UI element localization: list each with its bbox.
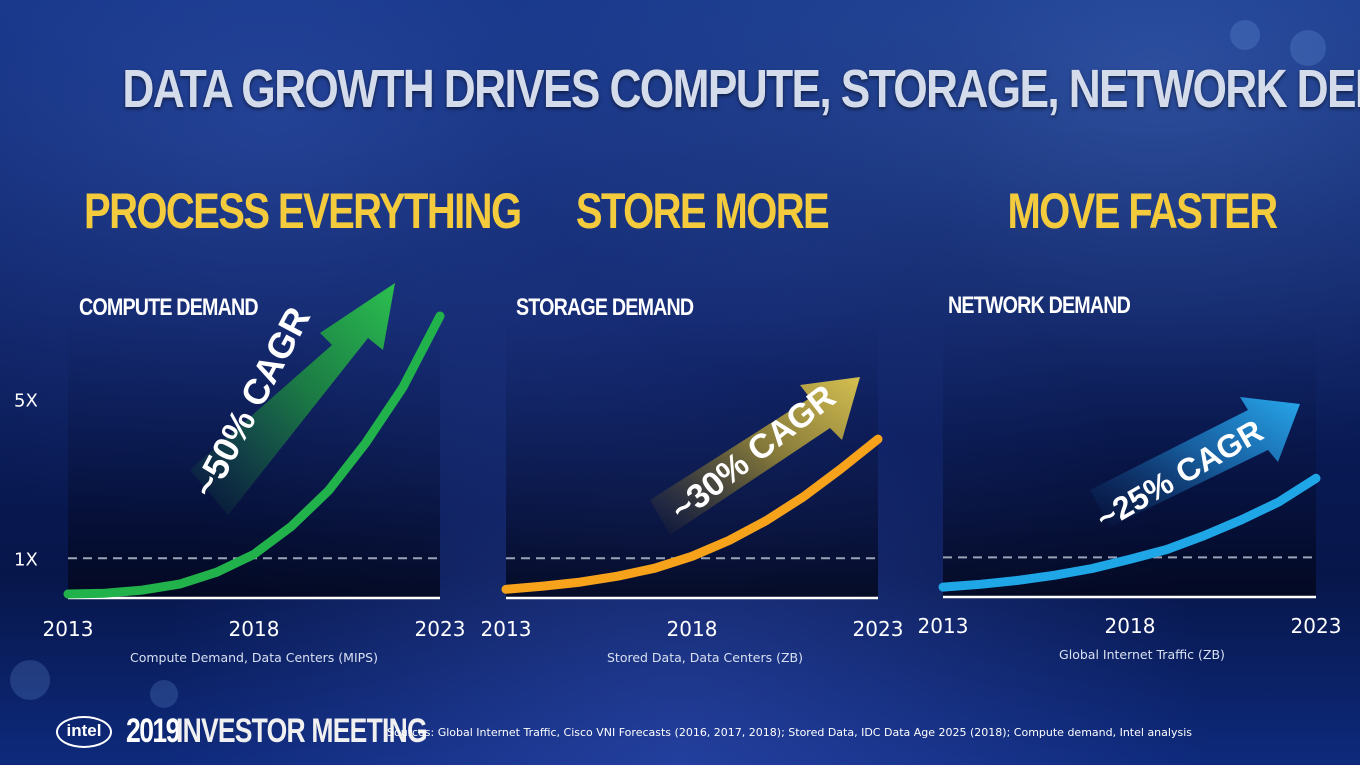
compute-caption: Compute Demand, Data Centers (MIPS) bbox=[130, 650, 378, 665]
bokeh-light bbox=[10, 660, 50, 700]
storage-x-tick-2018: 2018 bbox=[667, 617, 718, 641]
sources-note: Sources: Global Internet Traffic, Cisco … bbox=[387, 726, 1192, 739]
intel-logo: intel bbox=[56, 716, 112, 748]
network-caption: Global Internet Traffic (ZB) bbox=[1059, 647, 1225, 662]
event-year: 2019 bbox=[126, 712, 180, 750]
compute-cagr-arrow bbox=[190, 283, 395, 515]
compute-x-tick-2013: 2013 bbox=[43, 617, 94, 641]
storage-cagr-arrow bbox=[650, 377, 860, 535]
compute-y-tick-5X: 5X bbox=[14, 390, 38, 411]
network-cagr-arrow bbox=[1090, 397, 1300, 527]
compute-y-tick-1X: 1X bbox=[14, 549, 38, 570]
network-demand-line bbox=[938, 473, 1321, 592]
storage-x-tick-2013: 2013 bbox=[481, 617, 532, 641]
bokeh-light bbox=[1230, 20, 1260, 50]
section-title-store: STORE MORE bbox=[575, 183, 830, 239]
compute-x-tick-2023: 2023 bbox=[415, 617, 466, 641]
network-x-tick-2013: 2013 bbox=[918, 614, 969, 638]
page-title: DATA GROWTH DRIVES COMPUTE, STORAGE, NET… bbox=[122, 59, 1360, 119]
section-title-move: MOVE FASTER bbox=[1007, 183, 1278, 239]
storage-x-tick-2023: 2023 bbox=[853, 617, 904, 641]
bokeh-light bbox=[1290, 30, 1326, 66]
bokeh-light bbox=[150, 680, 178, 708]
storage-caption: Stored Data, Data Centers (ZB) bbox=[607, 650, 803, 665]
network-plot-area bbox=[943, 312, 1316, 597]
compute-demand-line bbox=[63, 311, 445, 599]
compute-x-tick-2018: 2018 bbox=[229, 617, 280, 641]
network-x-tick-2018: 2018 bbox=[1105, 614, 1156, 638]
storage-demand-line bbox=[501, 434, 883, 594]
storage-plot-area bbox=[506, 312, 878, 598]
event-name: INVESTOR MEETING bbox=[176, 712, 428, 750]
network-x-tick-2023: 2023 bbox=[1291, 614, 1342, 638]
